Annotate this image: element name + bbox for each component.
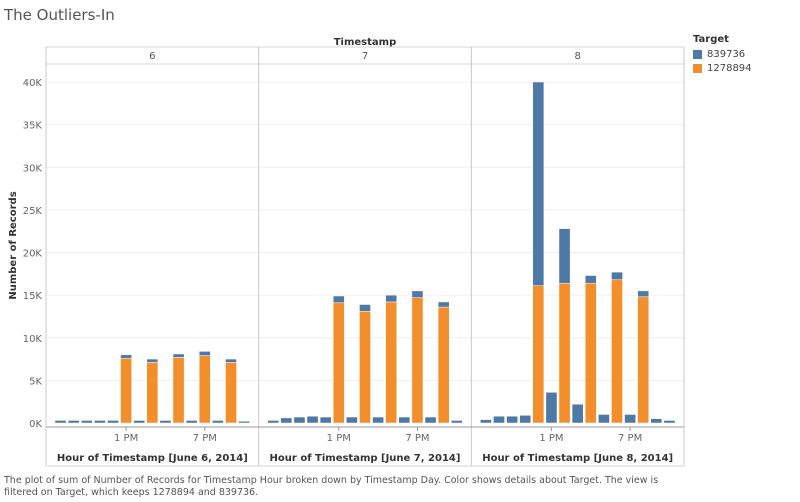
y-tick-label: 40K [23,78,43,89]
bar-839736 [80,420,93,424]
bar-839736 [424,416,437,424]
bar-839736 [172,353,185,358]
bar-1278894 [611,279,623,424]
bar-839736 [319,416,332,424]
bar-839736 [306,415,319,424]
y-tick-label: 25K [23,206,43,217]
bar-839736 [280,417,293,424]
y-tick-label: 30K [23,163,43,174]
panel-header-6: 6 [149,51,155,62]
x-tick-label: 1 PM [539,433,563,444]
bar-839736 [411,290,424,298]
bar-839736 [238,421,250,424]
bar-1278894 [146,362,159,424]
bar-839736 [107,420,119,424]
bar-839736 [663,420,676,424]
bar-839736 [450,420,463,424]
bar-1278894 [332,302,345,424]
bar-839736 [225,358,237,363]
bar-839736 [480,419,492,424]
x-tick-label: 7 PM [618,433,642,444]
y-tick-label: 15K [23,291,43,302]
bar-1278894 [558,282,571,424]
chart-title: The Outliers-In [4,6,115,24]
legend-label-839736: 839736 [707,49,746,60]
x-axis-title: Hour of Timestamp [June 6, 2014] [57,453,248,464]
bar-839736 [293,416,306,424]
legend-swatch-839736 [693,50,702,59]
bar-839736 [385,294,398,303]
y-tick-label: 0K [29,419,42,430]
bar-839736 [332,295,345,304]
panel-header-7: 7 [362,51,368,62]
bar-1278894 [359,311,371,424]
chart-caption: The plot of sum of Number of Records for… [4,475,659,498]
x-axis-title: Hour of Timestamp [June 8, 2014] [482,453,673,464]
bar-1278894 [385,301,398,424]
bar-839736 [519,415,532,424]
legend: Target 839736 1278894 [693,34,752,77]
legend-item-1278894[interactable]: 1278894 [693,63,752,74]
bar-1278894 [411,297,424,424]
bar-839736 [584,275,597,284]
bar-1278894 [637,296,650,424]
y-tick-label: 5K [29,376,42,387]
panel-header-8: 8 [574,51,580,62]
bar-1278894 [532,285,545,424]
y-tick-label: 20K [23,249,43,260]
bar-839736 [598,414,610,424]
bar-839736 [212,420,224,424]
bar-839736 [54,420,67,424]
bar-839736 [359,304,371,312]
x-tick-label: 7 PM [405,433,429,444]
bar-839736 [146,358,159,363]
x-axis-title: Hour of Timestamp [June 7, 2014] [270,453,461,464]
bar-839736 [133,420,146,424]
x-tick-label: 1 PM [327,433,351,444]
y-axis-title: Number of Records [8,191,19,299]
x-tick-label: 1 PM [114,433,138,444]
bar-839736 [437,301,450,308]
bar-839736 [545,392,558,424]
bar-839736 [532,81,545,286]
bar-1278894 [172,357,185,424]
bar-839736 [493,415,505,424]
bar-839736 [267,420,280,424]
legend-label-1278894: 1278894 [707,63,752,74]
bar-839736 [120,354,132,359]
bar-839736 [346,416,358,424]
bar-839736 [398,416,411,424]
bar-839736 [67,420,80,424]
y-tick-label: 35K [23,121,43,132]
bar-1278894 [198,355,211,424]
bar-839736 [506,415,518,424]
bar-839736 [198,351,211,356]
bar-839736 [185,420,198,424]
bar-1278894 [584,282,597,424]
y-tick-label: 10K [23,334,43,345]
bar-839736 [558,228,571,284]
bar-839736 [94,420,106,424]
bar-1278894 [225,362,237,424]
bar-839736 [650,418,663,424]
bar-839736 [637,290,650,298]
x-tick-label: 7 PM [193,433,217,444]
bar-839736 [159,420,172,424]
bar-839736 [571,403,584,424]
legend-item-839736[interactable]: 839736 [693,49,752,60]
bar-1278894 [437,306,450,424]
bar-839736 [611,271,623,281]
column-header: Timestamp [334,37,397,48]
bar-1278894 [120,357,132,424]
legend-swatch-1278894 [693,64,702,73]
bar-839736 [372,416,384,424]
legend-title: Target [693,34,729,45]
bar-839736 [624,414,636,424]
